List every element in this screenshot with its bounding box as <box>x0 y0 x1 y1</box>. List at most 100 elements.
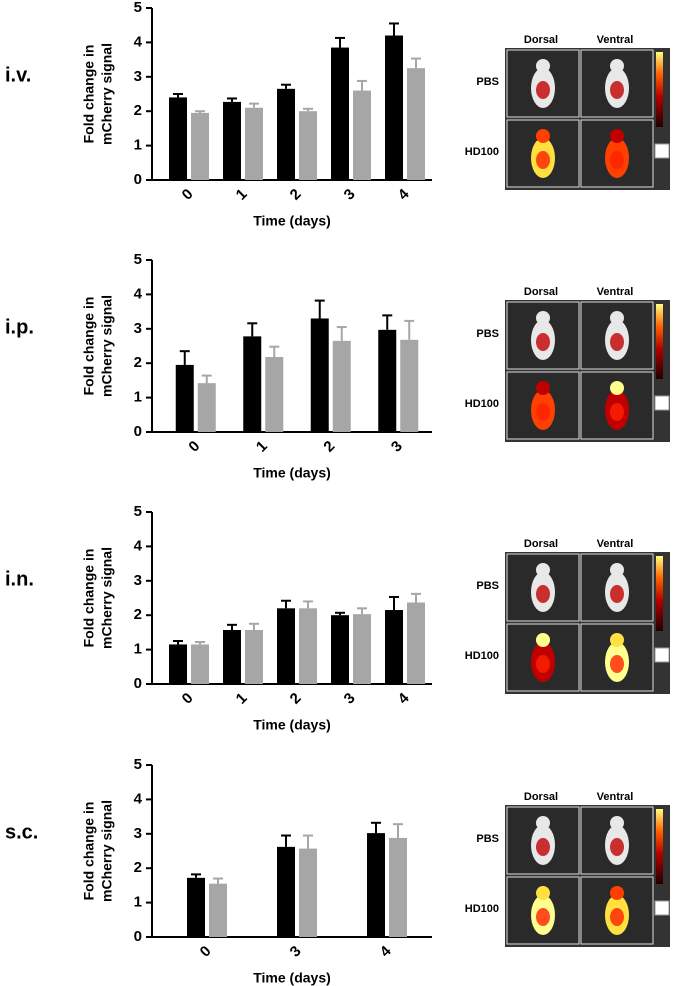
signal <box>536 151 550 169</box>
panel-row-label: HD100 <box>465 146 499 158</box>
bar <box>191 644 209 684</box>
mouse-head <box>536 816 550 830</box>
y-tick-label: 0 <box>134 928 142 945</box>
mouse-head <box>536 886 550 900</box>
mouse-head <box>610 633 624 647</box>
signal <box>610 655 624 673</box>
y-tick-label: 4 <box>134 33 143 50</box>
panel-column-label: Ventral <box>597 538 634 550</box>
bar <box>169 644 187 684</box>
y-tick-label: 3 <box>134 825 142 842</box>
panel-column-label: Dorsal <box>524 538 558 550</box>
color-bar <box>656 809 663 884</box>
y-tick-label: 3 <box>134 572 142 589</box>
row-label: i.v. <box>5 64 31 86</box>
bar <box>277 88 295 180</box>
y-tick-label: 4 <box>134 537 143 554</box>
bar <box>389 837 407 937</box>
x-tick-label: 4 <box>395 689 413 707</box>
mouse-head <box>536 129 550 143</box>
bar <box>277 608 295 684</box>
y-tick-label: 3 <box>134 320 142 337</box>
y-tick-label: 1 <box>134 389 142 406</box>
y-tick-label: 5 <box>134 503 142 520</box>
x-axis-label: Time (days) <box>253 717 331 733</box>
panel-row-label: PBS <box>476 580 499 592</box>
x-tick-label: 2 <box>320 438 338 456</box>
y-tick-label: 5 <box>134 251 142 268</box>
signal <box>536 333 550 351</box>
y-tick-label: 2 <box>134 354 142 371</box>
mouse-head <box>536 59 550 73</box>
bar <box>175 364 194 432</box>
bar <box>332 340 351 432</box>
bar <box>378 329 397 432</box>
signal <box>536 908 550 926</box>
x-tick-label: 4 <box>395 185 413 203</box>
signal <box>610 585 624 603</box>
bar <box>223 629 241 684</box>
signal <box>536 655 550 673</box>
y-tick-label: 0 <box>134 171 142 188</box>
signal <box>610 333 624 351</box>
bar <box>223 101 241 180</box>
x-axis-label: Time (days) <box>253 213 331 229</box>
y-axis-label: mCherry signal <box>99 547 115 649</box>
bar <box>407 68 425 180</box>
mouse-head <box>610 563 624 577</box>
y-axis-label: Fold change in <box>81 549 97 648</box>
signal <box>536 81 550 99</box>
color-bar <box>656 52 663 127</box>
y-tick-label: 5 <box>134 0 142 16</box>
mouse-head <box>610 311 624 325</box>
y-axis-label: mCherry signal <box>99 295 115 397</box>
y-tick-label: 2 <box>134 859 142 876</box>
x-axis-label: Time (days) <box>253 970 331 986</box>
row-label: i.p. <box>5 316 34 338</box>
scale-box <box>654 647 670 663</box>
bar <box>310 318 329 432</box>
x-tick-label: 0 <box>179 690 197 708</box>
panel-row-label: PBS <box>476 833 499 845</box>
mouse-head <box>610 886 624 900</box>
bar <box>299 848 317 937</box>
row-label: s.c. <box>5 821 38 843</box>
y-tick-label: 2 <box>134 606 142 623</box>
mouse-head <box>610 59 624 73</box>
bar <box>277 846 295 937</box>
bar <box>191 112 209 180</box>
bar <box>299 111 317 180</box>
bar <box>169 97 187 180</box>
bar <box>245 629 263 684</box>
y-axis-label: Fold change in <box>81 802 97 901</box>
x-tick-label: 1 <box>233 186 251 204</box>
panel-column-label: Ventral <box>597 791 634 803</box>
color-bar <box>656 304 663 379</box>
y-tick-label: 1 <box>134 894 142 911</box>
bar <box>400 339 419 432</box>
x-tick-label: 0 <box>179 186 197 204</box>
panel-row-label: HD100 <box>465 903 499 915</box>
mouse-head <box>610 816 624 830</box>
signal <box>610 838 624 856</box>
mouse-head <box>610 129 624 143</box>
signal <box>536 585 550 603</box>
bar <box>299 608 317 684</box>
bar <box>209 883 227 937</box>
panel-row-label: PBS <box>476 328 499 340</box>
y-tick-label: 0 <box>134 675 142 692</box>
y-axis-label: mCherry signal <box>99 800 115 902</box>
scale-box <box>654 900 670 916</box>
x-tick-label: 3 <box>388 438 406 456</box>
bar <box>243 336 262 432</box>
mouse-head <box>536 311 550 325</box>
mouse-head <box>536 381 550 395</box>
mouse-head <box>536 633 550 647</box>
bar <box>353 90 371 180</box>
bar <box>187 877 205 937</box>
bar <box>265 357 284 432</box>
row-label: i.n. <box>5 568 34 590</box>
y-tick-label: 0 <box>134 423 142 440</box>
x-tick-label: 1 <box>233 690 251 708</box>
